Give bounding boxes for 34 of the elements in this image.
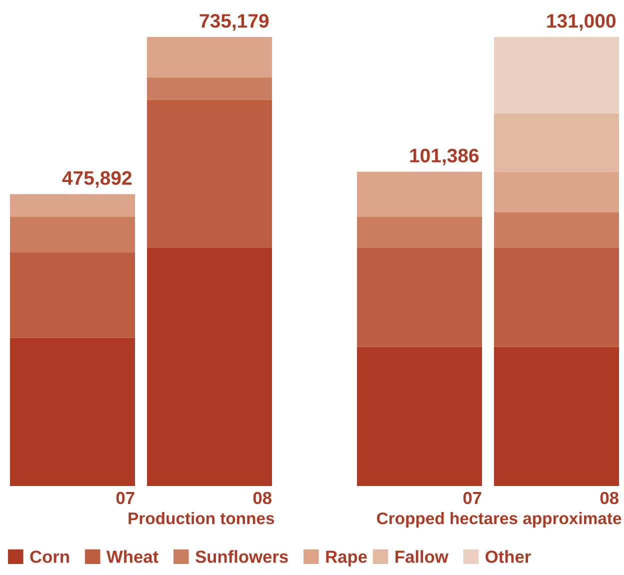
x-tick-label: 08 [600,492,618,504]
annotation: 131,000 [547,14,616,31]
legend-label: Fallow [396,550,448,563]
bar [147,77,272,100]
bar [147,248,272,486]
x-tick-label: 08 [253,492,272,504]
bar [494,346,619,486]
x-axis-title: Production tonnes [128,512,274,524]
bar [357,248,482,347]
bar [357,172,482,217]
x-tick-label: 07 [116,492,134,504]
legend-label: Other [486,550,531,563]
annotation: 735,179 [200,14,269,31]
bar [10,338,135,486]
bar [10,252,135,338]
bar [494,248,619,347]
bar [147,37,272,78]
bar [494,37,619,114]
bar [10,194,135,217]
bar [10,216,135,253]
bar [357,216,482,248]
bar [147,100,272,248]
legend-label: Rape [326,550,367,566]
annotation: 101,386 [410,148,479,166]
legend-label: Wheat [106,550,158,563]
bar [494,172,619,212]
x-axis-title: Cropped hectares approximate [377,512,622,528]
legend-label: Corn [30,550,69,563]
annotation: 475,892 [62,171,132,188]
x-tick-label: 07 [463,492,482,504]
bar [357,346,482,486]
legend-label: Sunflowers [196,550,288,563]
bar [494,113,619,172]
bar [494,212,619,248]
